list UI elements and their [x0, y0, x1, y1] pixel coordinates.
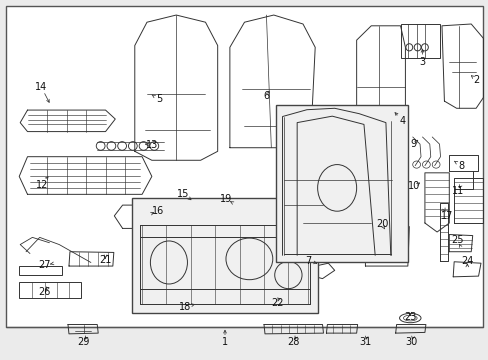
Bar: [19, 282, 81, 298]
Bar: [276, 105, 407, 262]
Text: 14: 14: [35, 82, 47, 92]
Text: 21: 21: [99, 255, 111, 265]
Text: 26: 26: [39, 287, 51, 297]
Text: 17: 17: [440, 211, 452, 221]
Text: 12: 12: [36, 180, 48, 190]
Text: 25: 25: [450, 235, 463, 245]
Text: 8: 8: [457, 161, 464, 171]
Bar: [400, 24, 439, 58]
Text: 27: 27: [38, 260, 51, 270]
Text: 24: 24: [460, 256, 472, 266]
Text: 15: 15: [177, 189, 189, 199]
Text: 30: 30: [405, 337, 417, 347]
Text: 1: 1: [222, 337, 227, 347]
Text: 11: 11: [450, 186, 463, 196]
Text: 10: 10: [407, 181, 420, 192]
Text: 28: 28: [287, 337, 299, 347]
Text: 16: 16: [151, 206, 163, 216]
Text: 2: 2: [472, 75, 478, 85]
Text: 7: 7: [304, 256, 310, 266]
Text: 4: 4: [399, 116, 405, 126]
Text: 9: 9: [410, 139, 416, 149]
Text: 20: 20: [375, 220, 387, 229]
Text: 3: 3: [419, 57, 425, 67]
Text: 5: 5: [156, 94, 162, 104]
Text: 31: 31: [359, 337, 371, 347]
Text: 19: 19: [220, 194, 232, 204]
Text: 23: 23: [403, 312, 416, 322]
Bar: [19, 266, 61, 275]
Text: 6: 6: [263, 91, 269, 101]
Bar: [132, 198, 317, 313]
Text: 22: 22: [270, 298, 283, 308]
Bar: [5, 6, 483, 327]
Text: 13: 13: [145, 140, 158, 150]
Text: 29: 29: [77, 337, 90, 347]
Text: 18: 18: [179, 302, 191, 312]
